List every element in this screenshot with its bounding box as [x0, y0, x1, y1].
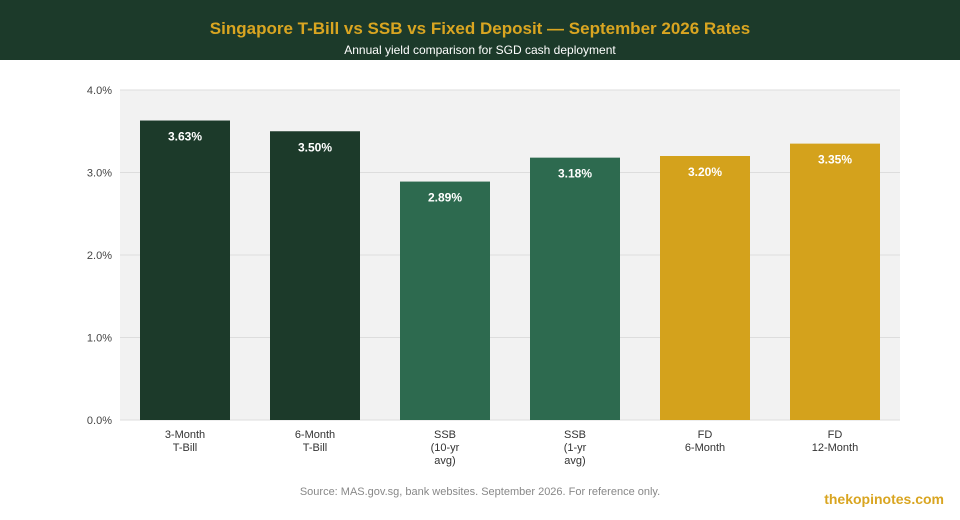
bar [270, 131, 360, 420]
x-tick-label: SSB (1-yr avg) [564, 429, 587, 467]
data-label: 3.35% [818, 153, 852, 167]
x-tick-label: 3-Month T-Bill [165, 429, 205, 454]
x-tick-label: 6-Month T-Bill [295, 429, 335, 454]
x-tick-label: FD 12-Month [812, 429, 858, 454]
data-label: 3.50% [298, 140, 332, 154]
x-tick-label: FD 6-Month [685, 429, 725, 454]
source-note: Source: MAS.gov.sg, bank websites. Septe… [299, 486, 661, 498]
data-label: 2.89% [428, 191, 462, 205]
bar [140, 120, 230, 421]
data-label: 3.63% [168, 130, 202, 144]
y-tick-label: 1.0% [87, 333, 112, 345]
y-tick-label: 2.0% [87, 250, 112, 262]
data-label: 3.20% [688, 165, 722, 179]
y-tick-label: 4.0% [87, 85, 112, 97]
header-banner: Singapore T-Bill vs SSB vs Fixed Deposit… [0, 0, 960, 60]
bar [530, 157, 620, 420]
bar [400, 181, 490, 420]
chart-title: Singapore T-Bill vs SSB vs Fixed Deposit… [209, 19, 751, 38]
bar [660, 156, 750, 420]
brand-watermark: thekopinotes.com [824, 491, 944, 507]
y-tick-label: 0.0% [87, 415, 112, 427]
bar [790, 143, 880, 420]
y-tick-label: 3.0% [87, 168, 112, 180]
chart-subtitle: Annual yield comparison for SGD cash dep… [344, 43, 616, 57]
x-tick-label: SSB (10-yr avg) [431, 429, 460, 467]
bar-chart: 0.0% 1.0% 2.0% 3.0% 4.0% 3.63% 3-Month T-Bill 3.… [87, 85, 900, 467]
data-label: 3.18% [558, 167, 592, 181]
